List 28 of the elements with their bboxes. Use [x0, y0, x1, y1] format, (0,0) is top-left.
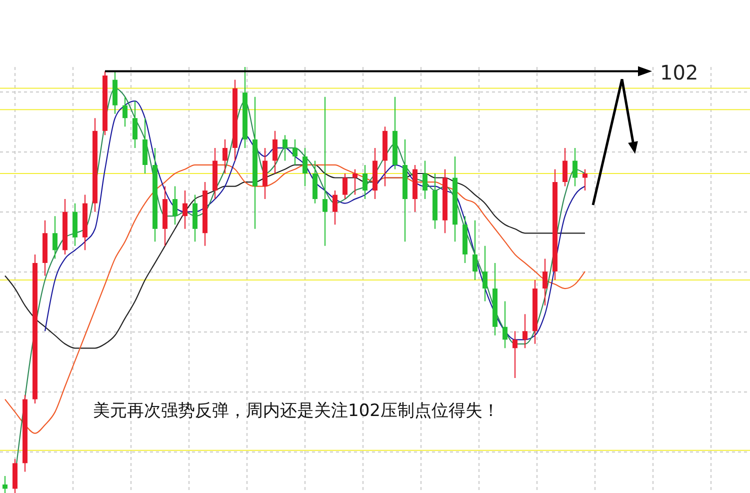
- candlestick: [222, 138, 228, 174]
- candlestick: [292, 138, 298, 166]
- candlestick: [542, 258, 548, 306]
- candlestick: [482, 245, 488, 302]
- candlestick: [352, 168, 358, 196]
- candlestick: [122, 96, 128, 128]
- candlestick: [472, 220, 478, 280]
- candlestick: [182, 190, 188, 230]
- candlestick: [422, 160, 428, 200]
- annotation: 美元再次强势反弹，周内还是关注102压制点位得失！: [93, 401, 500, 421]
- candlestick: [362, 164, 368, 200]
- candlestick: [562, 147, 568, 187]
- candlestick: [342, 173, 348, 200]
- candlestick: [272, 130, 278, 174]
- candlestick: [332, 190, 338, 226]
- text: 102: [660, 60, 698, 84]
- candlestick: [172, 186, 178, 226]
- candlestick: [582, 168, 588, 192]
- candlestick: [512, 330, 518, 378]
- candlestick: [522, 314, 528, 349]
- candlestick: [132, 100, 138, 148]
- candlestick: [52, 216, 58, 260]
- candlestick: [502, 300, 508, 349]
- candlestick: [302, 147, 308, 187]
- candlestick: [322, 96, 328, 246]
- candlestick: [2, 475, 8, 493]
- candlestick: [282, 134, 288, 162]
- candlestick: [572, 147, 578, 187]
